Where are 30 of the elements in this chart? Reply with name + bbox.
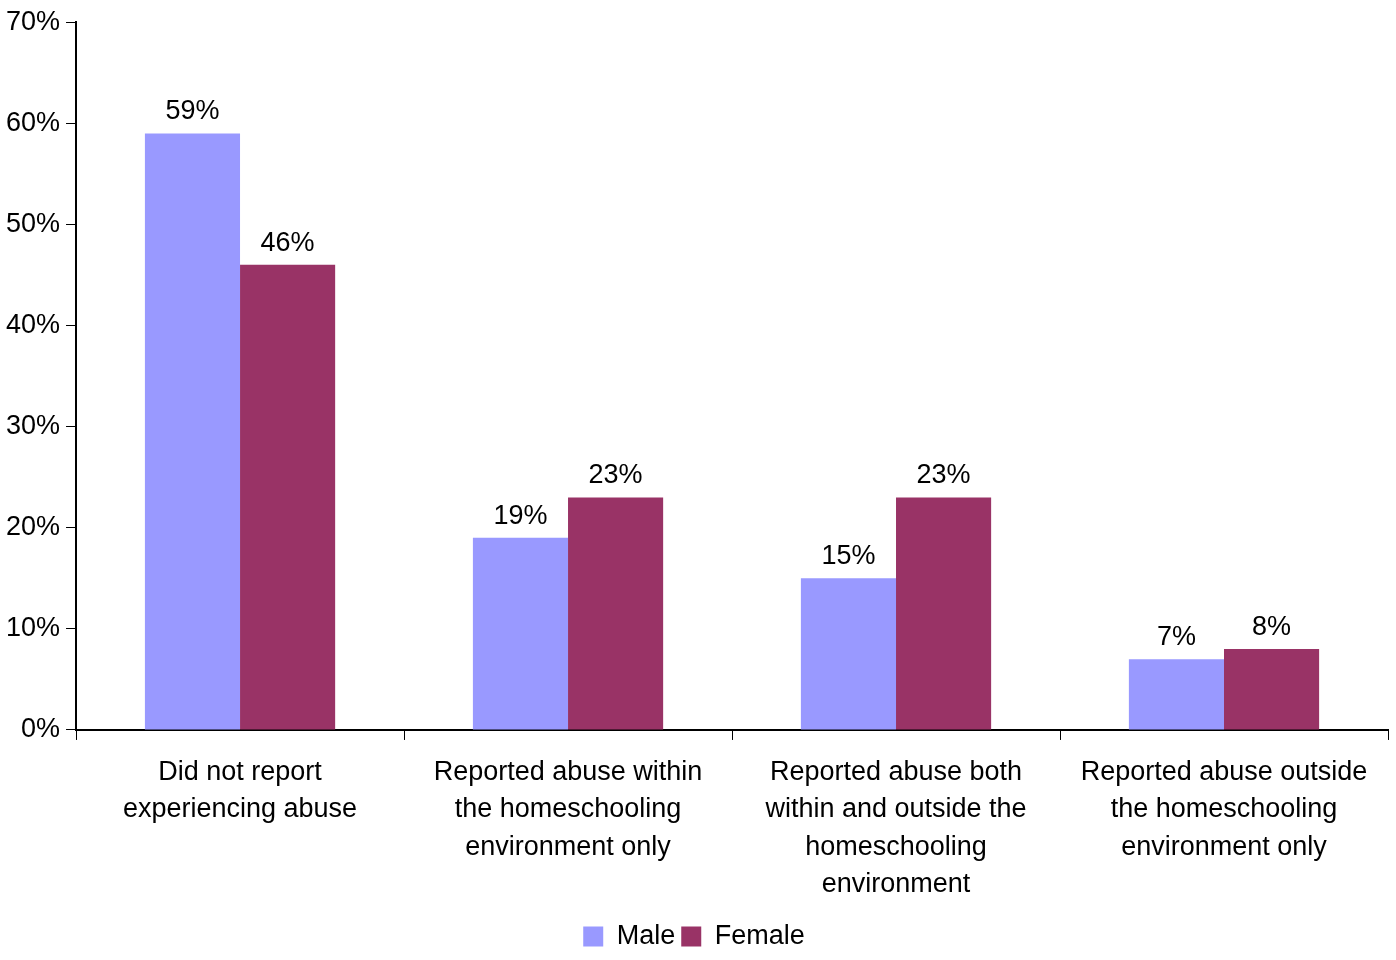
data-label: 15% <box>821 540 876 571</box>
bar <box>1128 659 1225 730</box>
y-tick-label: 10% <box>5 612 61 643</box>
bar <box>896 497 992 730</box>
bar <box>800 578 897 730</box>
data-label: 7% <box>1156 621 1196 652</box>
legend-label: Male <box>616 919 676 950</box>
y-tick-label: 0% <box>21 713 61 744</box>
bar <box>472 537 569 730</box>
data-label: 46% <box>260 226 315 257</box>
data-label: 19% <box>493 499 548 530</box>
x-tick-label: Reported abuse outside the homeschooling environment only <box>1080 756 1368 861</box>
bar <box>1224 649 1320 730</box>
bar <box>240 264 336 730</box>
x-tick-label: Reported abuse both within and outside the homeschooling environment <box>764 756 1027 898</box>
y-tick-label: 40% <box>5 308 61 339</box>
x-tick-label: Reported abuse within the homeschooling environment only <box>433 756 703 861</box>
y-tick-label: 70% <box>5 5 61 36</box>
y-tick-label: 60% <box>5 106 61 137</box>
bar <box>144 133 241 730</box>
data-label: 23% <box>588 459 643 490</box>
y-tick-label: 50% <box>5 207 61 238</box>
data-label: 23% <box>916 459 971 490</box>
y-tick-label: 30% <box>5 410 61 441</box>
bar <box>568 497 664 730</box>
data-label: 8% <box>1252 611 1292 642</box>
legend-label: Female <box>714 919 805 950</box>
x-tick-label: Did not report experiencing abuse <box>122 756 358 824</box>
data-label: 59% <box>165 95 220 126</box>
y-tick-label: 20% <box>5 511 61 542</box>
